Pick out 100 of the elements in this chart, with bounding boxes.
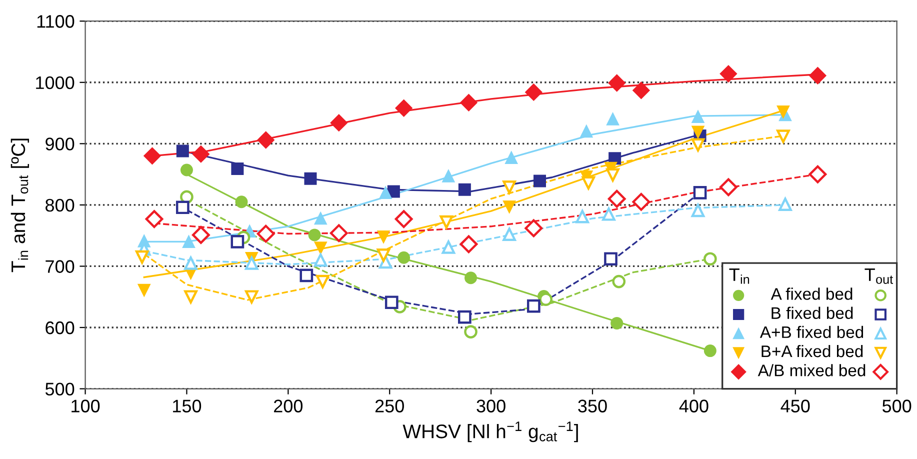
point — [604, 252, 618, 266]
point — [503, 200, 516, 214]
point — [442, 240, 456, 254]
point — [524, 219, 543, 238]
point — [608, 74, 626, 92]
point — [244, 290, 258, 304]
y-tick-label: 500 — [45, 382, 74, 396]
point — [231, 162, 244, 176]
point — [314, 253, 328, 267]
point — [316, 274, 330, 288]
x-tick-label: 100 — [72, 400, 100, 412]
point — [719, 178, 738, 196]
point — [314, 212, 327, 225]
point — [135, 250, 149, 264]
point — [704, 252, 717, 266]
point — [145, 210, 164, 228]
x-tick-label: 200 — [274, 400, 303, 412]
point — [692, 110, 704, 123]
x-tick-label: 250 — [375, 400, 404, 412]
point — [138, 284, 150, 296]
point — [379, 186, 392, 199]
point — [440, 215, 454, 229]
point — [235, 196, 248, 208]
point — [192, 226, 210, 244]
point — [776, 106, 790, 118]
point — [692, 126, 704, 138]
point — [704, 344, 716, 358]
point — [602, 207, 616, 221]
point — [776, 130, 790, 143]
point — [612, 274, 626, 288]
point — [606, 112, 620, 126]
annotation: T$_{out}$ — [864, 268, 894, 284]
y-tick-label: 1100 — [37, 15, 74, 28]
point — [525, 84, 542, 101]
point — [610, 316, 624, 330]
point — [458, 310, 472, 324]
x-tick-label: 400 — [679, 400, 708, 412]
x-tick-label: 450 — [780, 400, 810, 412]
point — [720, 65, 737, 82]
point — [300, 268, 314, 282]
legend-label: B fixed bed — [772, 306, 853, 319]
point — [377, 230, 390, 244]
point — [533, 174, 546, 188]
point — [314, 242, 327, 254]
point — [505, 152, 518, 164]
y-tick-label: 1000 — [36, 76, 74, 90]
point — [387, 185, 400, 198]
point — [176, 200, 190, 214]
y-tick-label: 600 — [46, 321, 74, 334]
point — [582, 176, 596, 190]
point — [460, 94, 478, 112]
point — [184, 256, 198, 270]
point — [460, 235, 478, 254]
y-tick-label: 800 — [46, 198, 74, 212]
point — [580, 125, 593, 138]
point — [606, 168, 620, 182]
y-axis-title: T$_{in}$ and T$_{out}$ [ºC] — [10, 138, 29, 272]
x-tick-label: 350 — [578, 400, 607, 412]
point — [304, 172, 317, 185]
legend-label: A+B fixed bed — [760, 326, 864, 338]
legend-label: A/B mixed bed — [758, 364, 866, 376]
point — [778, 198, 792, 211]
x-axis-title: WHSV [Nl h$^{−1}$ g$_{cat}$$^{−1}$] — [402, 422, 578, 442]
point — [442, 170, 455, 182]
point — [502, 228, 516, 242]
point — [464, 325, 478, 338]
point — [330, 114, 348, 132]
y-tick-label: 700 — [46, 260, 74, 273]
point — [395, 100, 412, 117]
annotation: T$_{in}$ — [729, 268, 750, 284]
x-tick-label: 150 — [173, 400, 202, 412]
point — [576, 210, 590, 224]
point — [539, 292, 552, 306]
point — [308, 228, 321, 242]
point — [691, 204, 705, 218]
point — [176, 144, 189, 158]
point — [192, 146, 210, 163]
point — [502, 180, 516, 194]
legend-label: B+A fixed bed — [762, 344, 863, 358]
point — [230, 235, 244, 248]
point — [808, 165, 827, 184]
point — [458, 183, 471, 196]
point — [632, 82, 650, 99]
point — [526, 299, 540, 313]
point — [257, 131, 274, 149]
x-tick-label: 300 — [476, 400, 506, 412]
point — [398, 251, 410, 264]
point — [464, 272, 478, 284]
point — [632, 192, 650, 211]
point — [376, 248, 390, 262]
point — [809, 67, 826, 84]
point — [608, 190, 626, 208]
point — [693, 186, 707, 200]
point — [182, 235, 196, 248]
point — [184, 290, 198, 304]
y-tick-label: 900 — [46, 138, 74, 150]
x-tick-label: 500 — [882, 400, 912, 412]
point — [691, 138, 705, 152]
point — [384, 296, 398, 310]
point — [244, 256, 258, 270]
